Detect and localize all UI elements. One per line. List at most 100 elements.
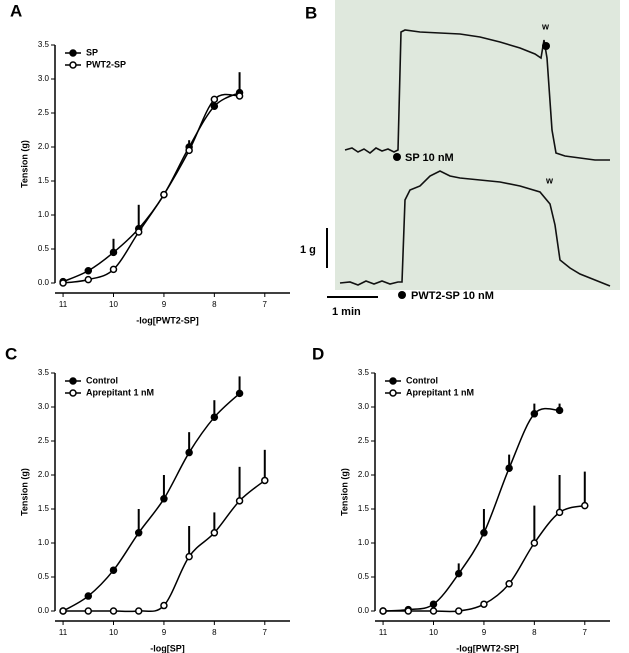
drug-marker [398,291,406,299]
x-axis-label: -log[PWT2-SP] [136,315,199,325]
panel-label: A [10,1,22,20]
drug-marker [393,153,401,161]
data-point [210,413,219,421]
data-point [109,607,118,615]
panel-label: B [305,3,317,22]
legend-label: Control [86,375,118,385]
y-tick-label: 1.5 [38,504,50,513]
x-tick-label: 8 [212,300,217,309]
data-point [404,607,413,615]
data-point [210,95,219,104]
legend-label: SP [86,47,98,57]
y-tick-label: 3.0 [38,402,50,411]
trace-sp [344,29,610,161]
data-point [160,190,168,199]
data-point [429,607,438,615]
data-point [581,501,589,510]
data-point [59,607,67,615]
trace-pwt2-sp [339,170,611,287]
data-point [109,265,118,274]
recording-background [335,0,620,290]
data-point [134,228,143,236]
x-tick-label: 7 [583,628,588,637]
drug-label: PWT2-SP 10 nM [411,290,494,302]
data-point [185,448,193,457]
y-tick-label: 1.0 [38,210,50,219]
wash-label: w [545,175,554,185]
data-point [109,248,118,257]
data-point [185,146,193,155]
legend-marker [69,61,77,69]
fit-line [62,93,240,284]
data-point [210,102,219,110]
legend-label: PWT2-SP [86,59,126,69]
data-point [261,476,269,485]
chart-panel: C 0.0 0.5 1.0 1.5 2.0 2.5 3.0 3.5 11 10 9 8 7 -log[SP]… [5,344,290,653]
panel-label: C [5,344,17,363]
wash-marker [542,42,550,50]
x-tick-label: 10 [429,628,438,637]
data-point [84,275,93,284]
fit-line [62,91,240,283]
chart-panel: D 0.0 0.5 1.0 1.5 2.0 2.5 3.0 3.5 11 10 9 8 7 -log[PWT… [312,344,610,653]
data-point [480,529,488,537]
y-tick-label: 1.5 [38,176,50,185]
data-point [109,566,118,574]
x-tick-label: 9 [162,628,167,637]
x-axis-label: -log[SP] [150,643,185,653]
data-point [235,389,244,398]
y-tick-label: 2.0 [38,142,50,151]
data-point [454,607,463,615]
y-axis-label: Tension (g) [19,468,29,516]
legend-label: Aprepitant 1 nM [86,387,154,397]
data-point [235,497,244,505]
legend-label: Control [406,375,438,385]
x-tick-label: 7 [263,300,268,309]
legend-marker [69,377,77,385]
y-tick-label: 2.0 [38,470,50,479]
x-tick-label: 11 [59,300,68,309]
y-tick-label: 2.0 [358,470,370,479]
y-tick-label: 1.5 [358,504,370,513]
x-tick-label: 8 [212,628,217,637]
data-point [84,592,93,600]
y-tick-label: 2.5 [358,436,370,445]
y-axis-label: Tension (g) [339,468,349,516]
fit-line [383,407,560,612]
data-point [84,607,93,615]
recording-panel: B SP 10 nM w w 1 g 1 min PWT2-SP 10 nM [300,0,620,318]
y-tick-label: 3.5 [358,368,370,377]
data-point [134,529,143,537]
fit-line [62,392,241,612]
data-point [429,600,438,608]
x-tick-label: 11 [379,628,388,637]
y-tick-label: 3.0 [38,74,50,83]
x-axis-label: -log[PWT2-SP] [456,643,519,653]
y-tick-label: 0.5 [38,572,50,581]
y-tick-label: 2.5 [38,108,50,117]
data-point [160,495,168,503]
x-tick-label: 10 [109,628,118,637]
chart-panel: A 0.0 0.5 1.0 1.5 2.0 2.5 3.0 3.5 11 10 9 8 7 -log[PWT… [10,1,290,325]
x-tick-label: 10 [109,300,118,309]
data-point [160,601,168,610]
x-tick-label: 8 [532,628,537,637]
legend-marker [389,389,397,397]
time-scale-label: 1 min [332,306,361,318]
legend-marker [389,377,397,385]
y-tick-label: 3.5 [38,368,50,377]
y-tick-label: 1.0 [38,538,50,547]
data-point [379,607,387,615]
y-tick-label: 3.5 [38,40,50,49]
data-point [84,267,93,275]
data-point [505,580,513,588]
y-tick-label: 0.0 [38,278,50,287]
data-point [235,92,244,100]
y-tick-label: 3.0 [358,402,370,411]
y-tick-label: 1.0 [358,538,370,547]
x-tick-label: 7 [263,628,268,637]
data-point [185,552,193,561]
data-point [210,529,219,537]
drug-label: SP 10 nM [405,152,454,164]
